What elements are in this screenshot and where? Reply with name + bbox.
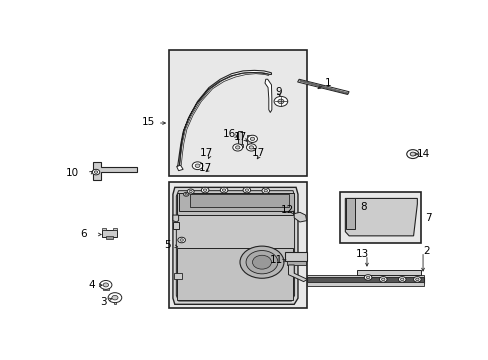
Circle shape <box>180 239 183 241</box>
Polygon shape <box>177 70 271 167</box>
Bar <box>246 135 250 145</box>
Text: 17: 17 <box>199 148 212 158</box>
Polygon shape <box>173 222 178 229</box>
Text: 17: 17 <box>234 132 247 142</box>
Text: 4: 4 <box>88 280 95 290</box>
Text: 6: 6 <box>81 229 87 239</box>
Text: 17: 17 <box>199 163 212 173</box>
Circle shape <box>406 150 418 158</box>
Polygon shape <box>93 162 137 180</box>
Circle shape <box>201 187 208 193</box>
Circle shape <box>178 237 185 243</box>
Bar <box>102 288 109 291</box>
Circle shape <box>415 278 418 281</box>
Circle shape <box>232 144 242 151</box>
Circle shape <box>183 192 188 196</box>
Polygon shape <box>178 193 294 211</box>
Polygon shape <box>173 187 297 304</box>
Circle shape <box>92 169 100 175</box>
Bar <box>286 261 305 265</box>
Text: 5: 5 <box>164 240 171 250</box>
Polygon shape <box>176 165 183 171</box>
Text: 16: 16 <box>222 129 235 139</box>
Circle shape <box>94 171 98 174</box>
Text: 9: 9 <box>274 87 281 97</box>
Circle shape <box>203 189 206 192</box>
Circle shape <box>244 189 248 192</box>
Bar <box>306 278 423 283</box>
Text: 11: 11 <box>269 255 283 265</box>
Polygon shape <box>345 198 416 236</box>
Circle shape <box>100 280 112 289</box>
Bar <box>169 182 307 308</box>
Bar <box>114 297 116 304</box>
Circle shape <box>187 189 194 194</box>
Text: 7: 7 <box>424 213 430 224</box>
Circle shape <box>364 275 371 280</box>
Circle shape <box>222 189 225 192</box>
Text: 10: 10 <box>66 168 79 178</box>
Circle shape <box>189 190 192 193</box>
Polygon shape <box>264 79 271 112</box>
Bar <box>113 228 117 230</box>
Text: 13: 13 <box>355 249 368 259</box>
Polygon shape <box>288 265 307 282</box>
Bar <box>356 270 420 275</box>
Circle shape <box>413 276 420 282</box>
Circle shape <box>379 276 386 282</box>
Text: 2: 2 <box>422 246 429 256</box>
Text: 12: 12 <box>281 205 294 215</box>
Text: 15: 15 <box>142 117 155 127</box>
Bar <box>169 50 307 176</box>
Bar <box>176 248 293 300</box>
Polygon shape <box>297 79 348 94</box>
Circle shape <box>400 278 403 281</box>
Circle shape <box>192 162 203 170</box>
Circle shape <box>235 146 240 149</box>
Circle shape <box>409 152 415 156</box>
Polygon shape <box>346 198 354 229</box>
Bar <box>306 283 423 286</box>
Circle shape <box>252 255 271 269</box>
Bar <box>176 193 293 215</box>
Circle shape <box>112 296 118 300</box>
Bar <box>339 192 420 243</box>
Bar <box>174 273 181 279</box>
Circle shape <box>277 99 284 104</box>
Text: 1: 1 <box>325 77 331 87</box>
Text: 17: 17 <box>251 148 264 158</box>
Circle shape <box>184 193 187 195</box>
Bar <box>284 252 307 261</box>
Polygon shape <box>189 194 288 207</box>
Circle shape <box>195 164 200 167</box>
Bar <box>102 230 117 237</box>
Circle shape <box>240 246 284 278</box>
Circle shape <box>103 283 108 287</box>
Circle shape <box>220 187 227 193</box>
Bar <box>102 228 105 230</box>
Circle shape <box>108 293 122 303</box>
Bar <box>306 275 423 278</box>
Circle shape <box>274 96 287 107</box>
Circle shape <box>247 135 257 143</box>
Circle shape <box>264 189 267 192</box>
Circle shape <box>398 276 405 282</box>
Bar <box>237 131 242 145</box>
Polygon shape <box>173 215 178 222</box>
Polygon shape <box>176 191 294 301</box>
Circle shape <box>262 188 269 193</box>
Circle shape <box>245 251 277 274</box>
Circle shape <box>381 278 384 281</box>
Circle shape <box>366 276 369 279</box>
Polygon shape <box>294 212 306 222</box>
Circle shape <box>243 187 250 193</box>
Bar <box>105 236 113 239</box>
Text: 8: 8 <box>360 202 366 212</box>
Bar <box>237 144 243 147</box>
Text: 3: 3 <box>100 297 107 307</box>
Circle shape <box>249 146 253 149</box>
Circle shape <box>246 144 256 151</box>
Text: 14: 14 <box>416 149 429 159</box>
Circle shape <box>250 137 254 140</box>
